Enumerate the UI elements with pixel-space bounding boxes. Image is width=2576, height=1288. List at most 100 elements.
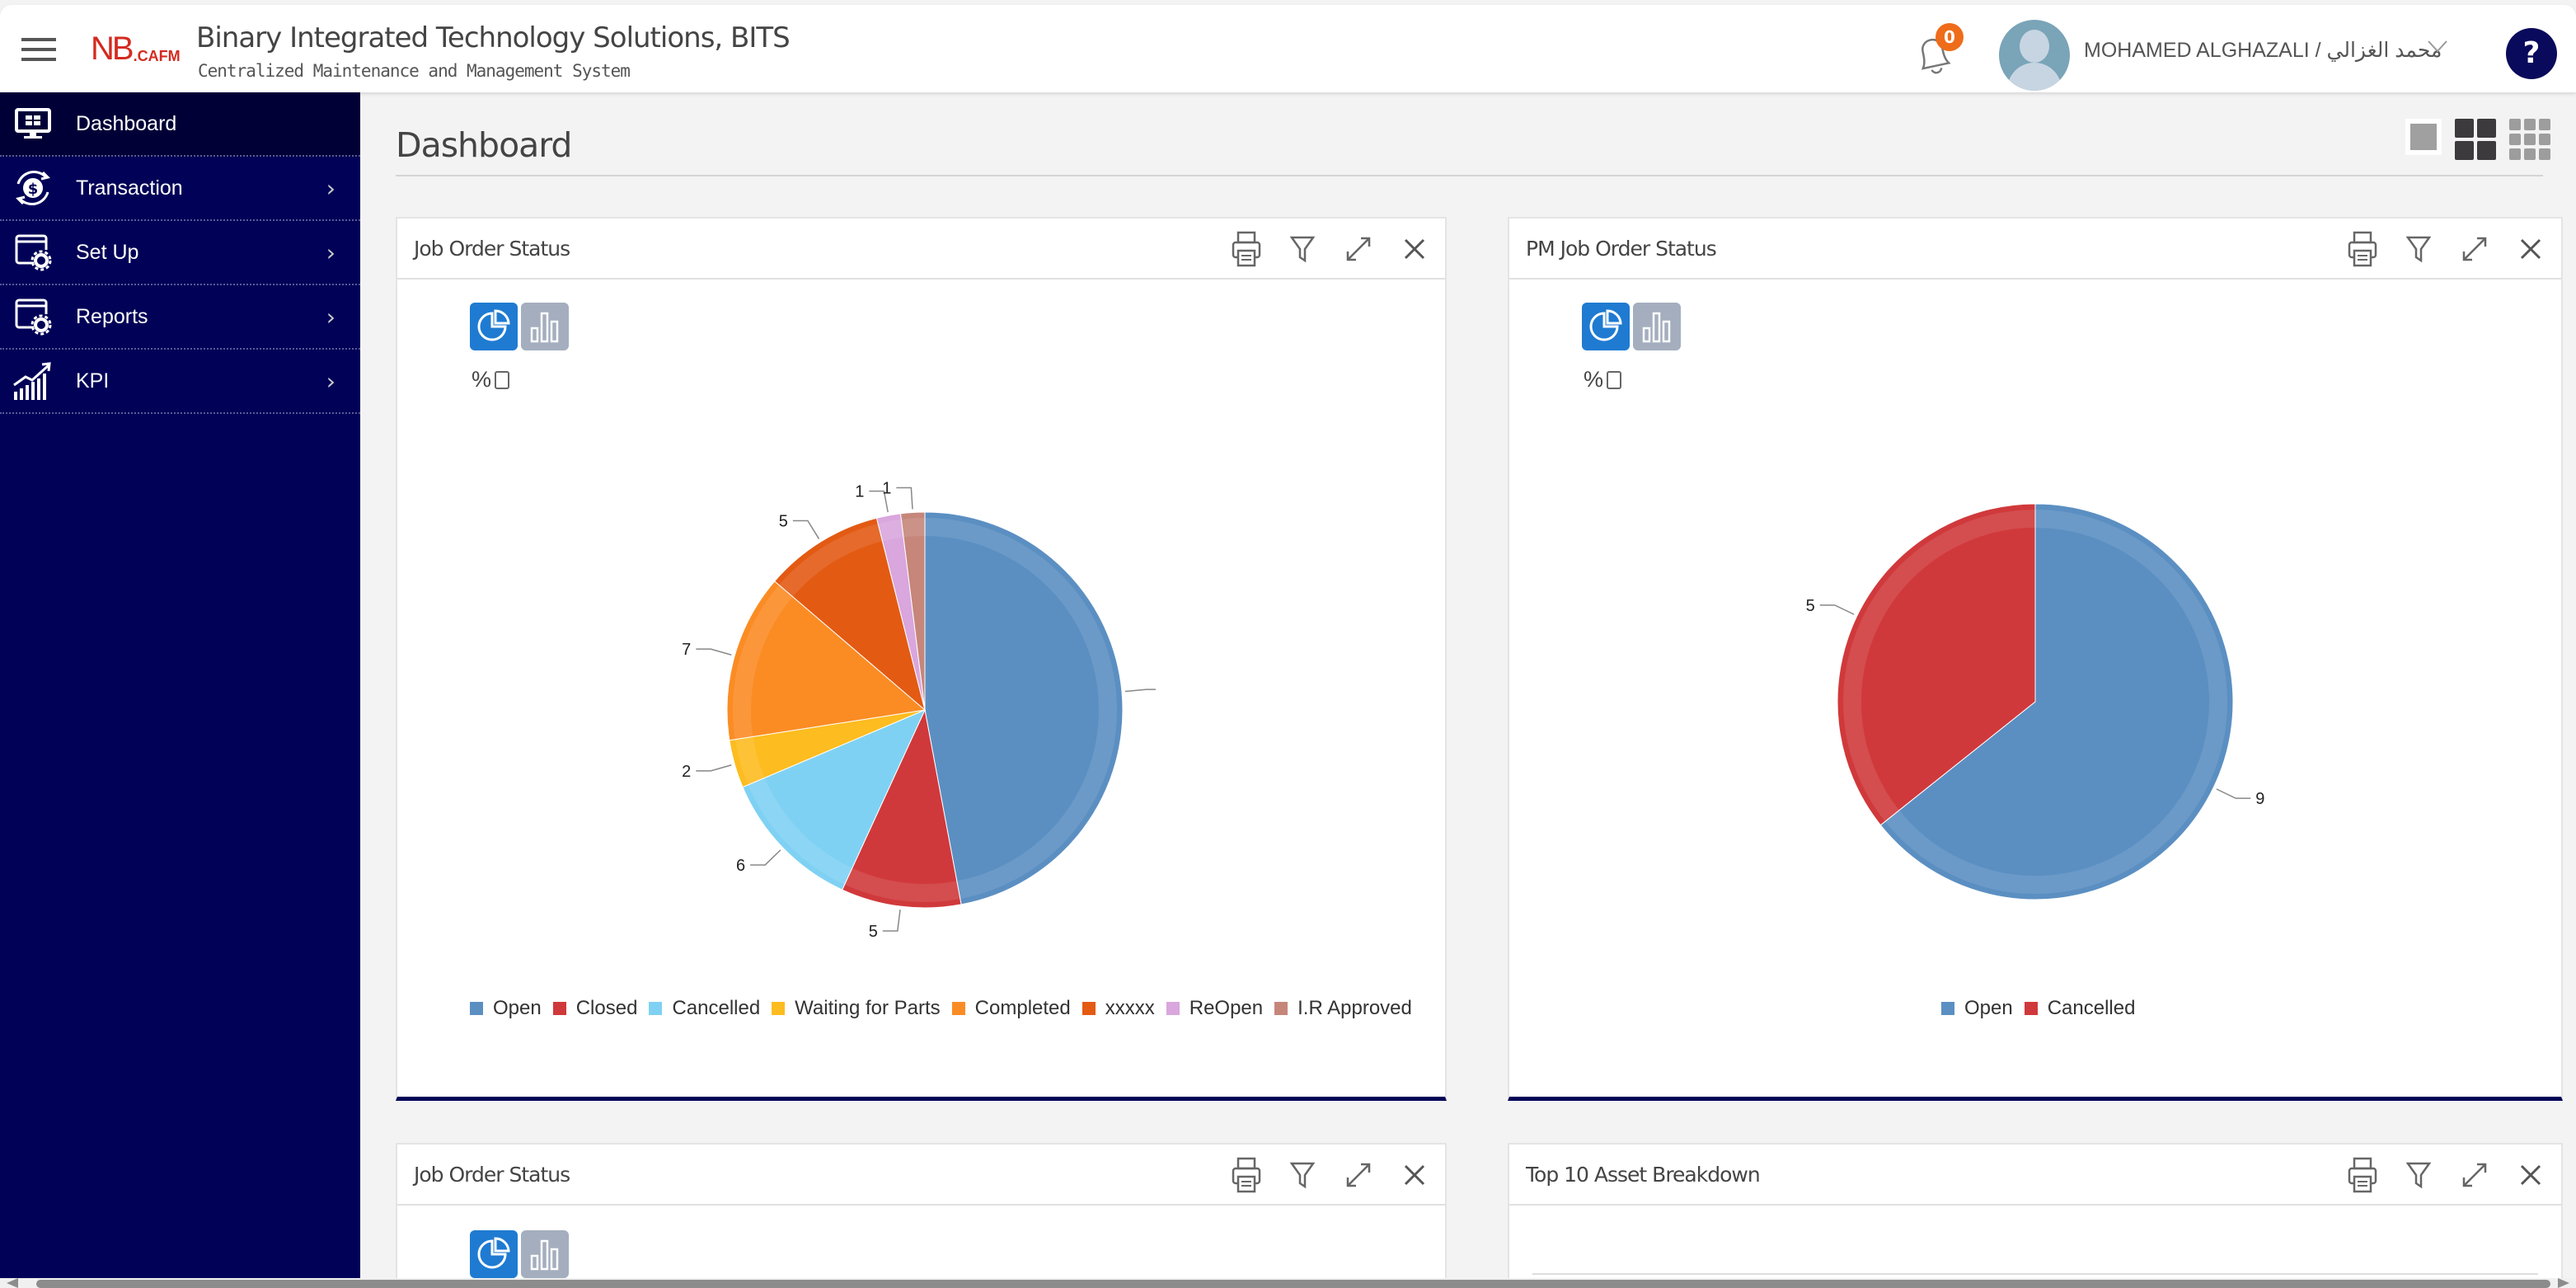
layout-single-column-button[interactable] [2405,119,2442,155]
legend-item[interactable]: Cancelled [649,997,760,1020]
notification-bell-icon[interactable] [1912,33,1955,79]
expand-icon[interactable] [2456,1156,2494,1194]
percent-checkbox[interactable] [495,370,510,389]
print-icon[interactable] [1227,1156,1265,1194]
legend-item[interactable]: xxxxx [1082,997,1155,1020]
bar-chart-button[interactable] [521,303,569,350]
layout-two-column-button[interactable] [2455,119,2496,160]
filter-icon[interactable] [1283,230,1321,268]
legend-item[interactable]: Completed [951,997,1071,1020]
widget-top-10-asset-breakdown: Top 10 Asset Breakdown [1508,1143,2563,1288]
bar-chart-icon [1642,312,1671,343]
legend-swatch [470,1002,483,1015]
legend-item[interactable]: Waiting for Parts [772,997,941,1020]
legend-item[interactable]: Open [470,997,542,1020]
monitor-dashboard-icon [10,103,56,144]
bar-chart-button[interactable] [521,1230,569,1278]
filter-icon[interactable] [2400,1156,2438,1194]
data-label: 5 [1806,597,1815,615]
close-icon[interactable] [2512,230,2550,268]
legend-item[interactable]: Cancelled [2024,997,2135,1020]
expand-icon[interactable] [1340,1156,1377,1194]
sidebar-item-dashboard[interactable]: Dashboard [0,92,360,157]
percent-toggle: % [472,367,510,393]
pie-chart-button[interactable] [470,1230,518,1278]
job-order-pie-chart: 245627511 [682,480,1156,941]
legend-label: Closed [575,997,638,1019]
print-icon[interactable] [2344,1156,2381,1194]
scroll-right-arrow-icon[interactable] [2558,1278,2569,1288]
legend-swatch [1941,1002,1954,1015]
percent-label: % [472,367,492,392]
help-button[interactable]: ? [2506,28,2557,79]
expand-icon[interactable] [1340,230,1377,268]
pie-slice-cancelled[interactable] [742,709,926,891]
hamburger-menu-icon[interactable] [21,38,56,61]
widget-header: Job Order Status [397,219,1445,280]
sidebar-nav: Dashboard $ Transaction › Set Up › Repor… [0,92,360,1280]
close-icon[interactable] [2512,1156,2550,1194]
sidebar-item-setup[interactable]: Set Up › [0,221,360,285]
sidebar-item-reports[interactable]: Reports › [0,285,360,350]
legend-item[interactable]: I.R Approved [1274,997,1412,1020]
user-avatar[interactable] [1999,20,2070,91]
pie-chart-button[interactable] [1582,303,1630,350]
chart-type-toggle [470,1230,569,1278]
sidebar-item-label: Transaction [76,176,183,200]
company-name: Binary Integrated Technology Solutions, … [196,21,791,54]
filter-icon[interactable] [2400,230,2438,268]
pie-slice-open[interactable] [1879,503,2234,900]
legend-item[interactable]: ReOpen [1166,997,1263,1020]
close-icon[interactable] [1396,230,1433,268]
widget-job-order-status: Job Order Status % 245627511 Open Closed C… [396,217,1447,1101]
widget-toolbar [1227,230,1433,268]
print-icon[interactable] [1227,230,1265,268]
title-divider [396,175,2543,176]
expand-icon[interactable] [2456,230,2494,268]
pie-slice-cancelled[interactable] [1837,503,2036,826]
pie-slice-open[interactable] [924,511,1124,905]
legend-label: Waiting for Parts [795,997,941,1019]
legend-swatch [552,1002,566,1015]
filter-icon[interactable] [1283,1156,1321,1194]
legend-label: Completed [974,997,1071,1019]
data-label: 1 [882,480,891,498]
widget-toolbar [1227,1156,1433,1194]
widget-header: PM Job Order Status [1509,219,2561,280]
legend-item[interactable]: Closed [552,997,638,1020]
legend-label: Open [493,997,542,1019]
logo-mark: NB [91,31,134,67]
legend-item[interactable]: Open [1941,997,2013,1020]
legend-swatch [772,1002,786,1015]
pie-slice-i-r-approved[interactable] [899,511,926,711]
pie-chart-button[interactable] [470,303,518,350]
widget-toolbar [2344,230,2550,268]
chevron-right-icon: › [326,368,335,395]
data-label: 2 [682,763,691,781]
layout-three-column-button[interactable] [2509,119,2550,160]
pie-slice-xxxxx[interactable] [774,517,926,712]
sidebar-item-kpi[interactable]: KPI › [0,350,360,414]
asset-table-header [1532,1273,2538,1276]
growth-chart-icon [10,360,56,402]
legend-label: xxxxx [1105,997,1155,1019]
percent-checkbox[interactable] [1607,370,1622,389]
print-icon[interactable] [2344,230,2381,268]
bar-chart-button[interactable] [1633,303,1681,350]
pie-slice-completed[interactable] [726,581,927,741]
horizontal-scrollbar[interactable] [0,1278,2576,1288]
legend-swatch [2024,1002,2038,1015]
scrollbar-thumb[interactable] [36,1280,2550,1288]
scroll-left-arrow-icon[interactable] [7,1278,18,1288]
chevron-down-icon[interactable] [2427,36,2448,59]
user-name-dropdown[interactable]: MOHAMED ALGHAZALI / محمد الغزالي [2084,39,2442,62]
pie-slice-closed[interactable] [842,708,962,909]
sidebar-item-transaction[interactable]: $ Transaction › [0,157,360,221]
close-icon[interactable] [1396,1156,1433,1194]
layout-switcher [2405,119,2550,160]
chevron-right-icon: › [326,303,335,331]
pm-job-order-pie-chart: 95 [1806,503,2264,900]
sidebar-item-label: Dashboard [76,111,177,135]
